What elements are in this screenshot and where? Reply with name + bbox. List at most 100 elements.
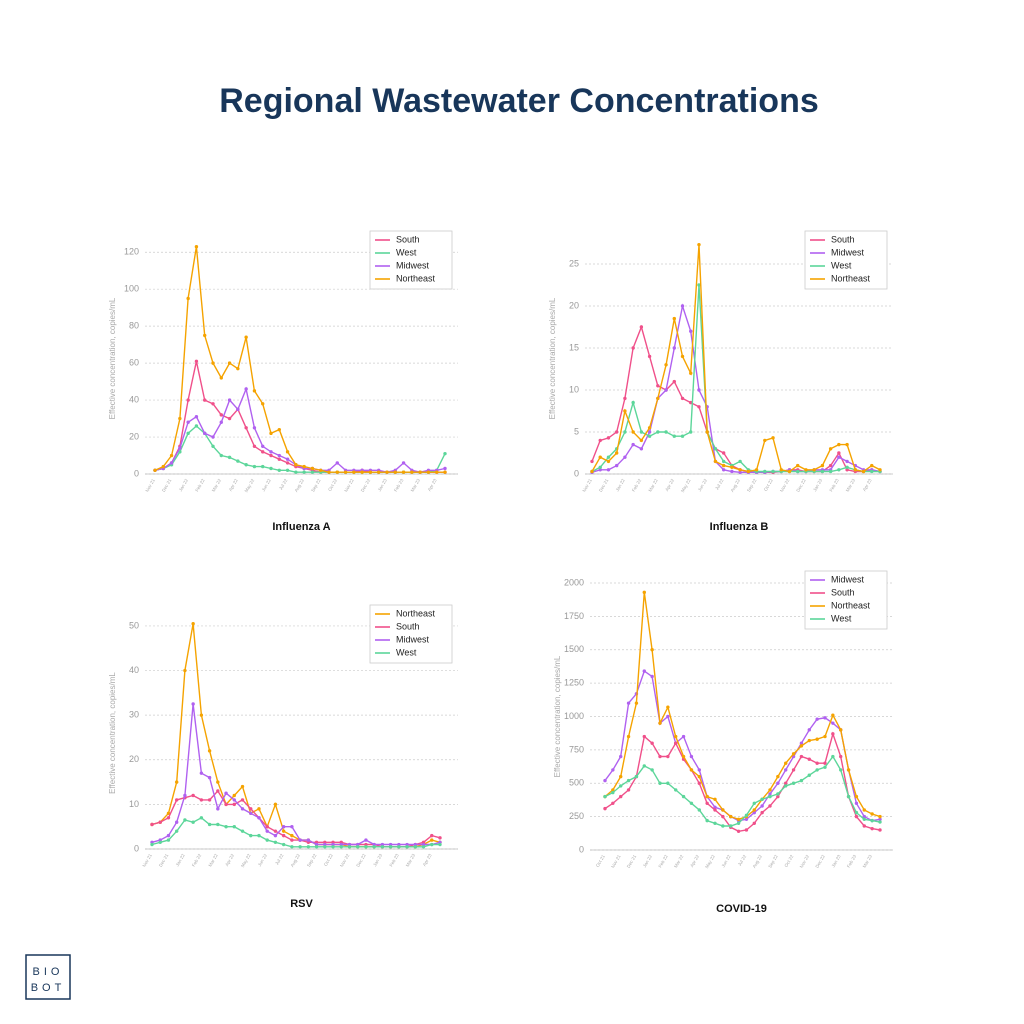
data-point xyxy=(672,434,676,438)
x-tick-label: Dec 21 xyxy=(161,478,173,493)
x-tick-label: Dec 21 xyxy=(626,854,638,869)
data-point xyxy=(854,794,859,799)
data-point xyxy=(598,455,602,459)
data-point xyxy=(845,459,849,464)
data-point xyxy=(705,818,709,823)
y-tick-label: 50 xyxy=(129,620,139,630)
data-point xyxy=(854,810,859,815)
data-point xyxy=(729,814,733,819)
data-point xyxy=(752,810,756,815)
data-point xyxy=(807,738,811,743)
data-point xyxy=(285,457,290,461)
data-point xyxy=(656,430,660,434)
data-point xyxy=(689,801,694,805)
x-tick-label: Mar 22 xyxy=(673,854,685,869)
data-point xyxy=(306,845,311,849)
series-line xyxy=(151,703,441,846)
data-point xyxy=(150,842,154,847)
y-tick-label: 750 xyxy=(569,744,584,754)
data-point xyxy=(791,768,796,772)
data-point xyxy=(372,845,376,849)
data-point xyxy=(261,444,265,448)
data-point xyxy=(787,469,792,474)
data-point xyxy=(697,283,701,287)
data-point xyxy=(746,469,751,474)
data-point xyxy=(203,431,207,436)
page-title: Regional Wastewater Concentrations xyxy=(219,82,819,120)
legend-label: Northeast xyxy=(831,273,871,283)
data-point xyxy=(174,829,179,833)
x-tick-label: Oct 22 xyxy=(763,478,774,492)
y-axis-label: Effective concentration, copies/mL xyxy=(108,672,117,794)
y-tick-label: 1250 xyxy=(564,678,584,688)
y-axis-label: Effective concentration, copies/mL xyxy=(548,297,557,419)
data-point xyxy=(823,761,827,765)
data-point xyxy=(331,845,335,849)
data-point xyxy=(339,845,343,849)
data-point xyxy=(298,845,302,849)
x-tick-label: Jan 22 xyxy=(615,478,626,493)
data-point xyxy=(736,817,741,821)
x-tick-label: Sep 22 xyxy=(767,854,779,869)
data-point xyxy=(435,470,439,474)
data-point xyxy=(343,470,348,474)
x-tick-label: Jan 23 xyxy=(812,478,823,493)
data-point xyxy=(294,463,298,467)
data-point xyxy=(870,469,874,474)
data-point xyxy=(729,824,733,828)
data-point xyxy=(799,744,804,748)
data-point xyxy=(257,816,261,820)
data-point xyxy=(752,801,756,805)
data-point xyxy=(776,781,780,785)
data-point xyxy=(194,415,199,419)
data-point xyxy=(828,469,833,474)
data-point xyxy=(681,734,686,739)
data-point xyxy=(799,741,804,745)
x-tick-label: Jan 23 xyxy=(372,853,383,868)
data-point xyxy=(870,826,874,831)
data-point xyxy=(760,810,764,815)
data-point xyxy=(680,434,685,438)
data-point xyxy=(697,242,701,247)
y-tick-label: 1750 xyxy=(564,611,584,621)
data-point xyxy=(269,466,273,471)
data-point xyxy=(397,845,401,849)
data-point xyxy=(619,794,623,799)
y-tick-label: 60 xyxy=(129,357,139,367)
series-line xyxy=(604,755,881,827)
data-point xyxy=(721,463,726,468)
data-point xyxy=(642,764,646,768)
data-point xyxy=(878,814,882,819)
data-point xyxy=(430,838,434,842)
data-point xyxy=(249,833,253,838)
data-point xyxy=(642,734,646,739)
data-point xyxy=(656,384,660,388)
y-tick-label: 80 xyxy=(129,321,139,331)
data-point xyxy=(257,807,261,811)
x-tick-label: Jan 23 xyxy=(377,478,388,493)
data-point xyxy=(776,792,780,796)
data-point xyxy=(598,465,602,469)
x-tick-label: Aug 22 xyxy=(730,478,742,493)
data-point xyxy=(158,820,162,824)
data-point xyxy=(784,761,788,765)
data-point xyxy=(658,721,662,725)
data-point xyxy=(862,814,866,819)
x-tick-label: Nov 22 xyxy=(779,478,791,493)
chart-title: Influenza A xyxy=(272,521,330,533)
data-point xyxy=(713,447,718,451)
data-point xyxy=(191,793,195,798)
data-point xyxy=(385,470,389,474)
data-point xyxy=(273,833,278,838)
data-point xyxy=(252,444,257,448)
data-point xyxy=(281,824,286,829)
data-point xyxy=(377,470,381,474)
data-point xyxy=(784,768,788,772)
data-point xyxy=(393,470,397,474)
data-point xyxy=(273,829,278,833)
x-tick-label: Dec 22 xyxy=(355,853,367,868)
data-point xyxy=(796,469,800,474)
data-point xyxy=(828,463,833,468)
data-point xyxy=(631,400,635,405)
x-tick-label: May 22 xyxy=(680,478,692,494)
